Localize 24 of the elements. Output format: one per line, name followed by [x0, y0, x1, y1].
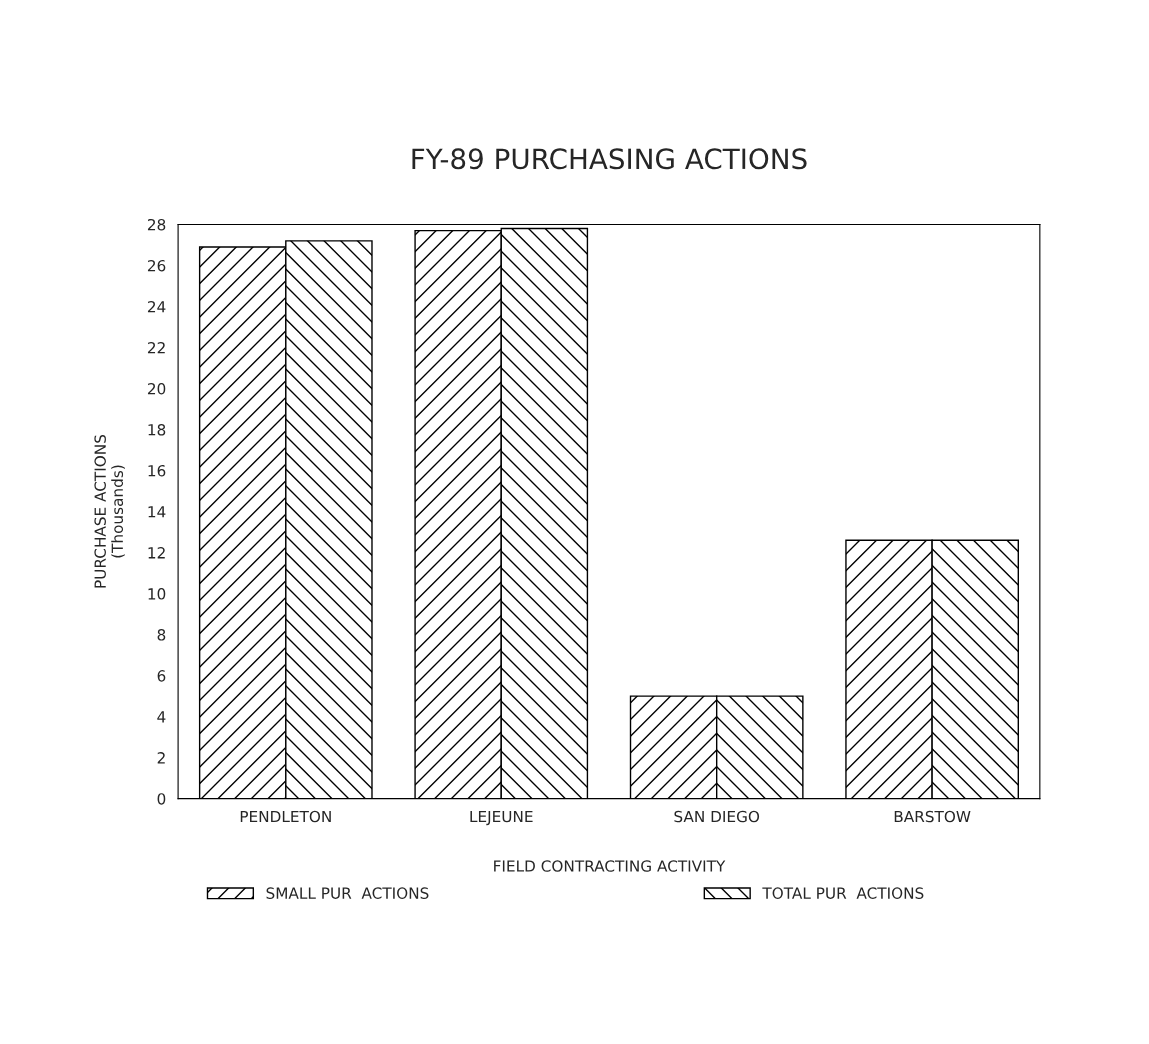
- y-tick-label: 22: [147, 341, 165, 354]
- x-tick-label: PENDLETON: [240, 810, 331, 823]
- x-axis-title: FIELD CONTRACTING ACTIVITY: [494, 860, 726, 872]
- y-tick-label: 2: [157, 752, 165, 764]
- y-tick-label: 20: [147, 382, 166, 395]
- legend-label: TOTAL PUR ACTIONS: [762, 887, 924, 899]
- y-tick-label: 28: [147, 218, 166, 231]
- y-tick-label: 10: [148, 588, 166, 600]
- y-tick-label: 6: [157, 670, 166, 682]
- x-tick-label: LEJEUNE: [470, 810, 533, 826]
- y-tick-label: 26: [147, 259, 166, 272]
- y-tick-label: 12: [148, 547, 165, 559]
- y-axis-title: PURCHASE ACTIONS (Thousands): [94, 434, 125, 588]
- x-tick-label: BARSTOW: [894, 810, 971, 823]
- x-tick-label: SAN DIEGO: [674, 810, 760, 823]
- y-tick-label: 4: [157, 711, 166, 723]
- y-tick-label: 18: [148, 424, 166, 436]
- legend-label: SMALL PUR ACTIONS: [266, 887, 429, 899]
- y-tick-label: 0: [157, 793, 166, 805]
- chart-title: FY-89 PURCHASING ACTIONS: [412, 148, 807, 170]
- y-tick-label: 16: [148, 465, 166, 477]
- y-tick-label: 14: [148, 506, 166, 518]
- y-tick-label: 8: [157, 629, 166, 641]
- y-tick-label: 24: [147, 300, 166, 313]
